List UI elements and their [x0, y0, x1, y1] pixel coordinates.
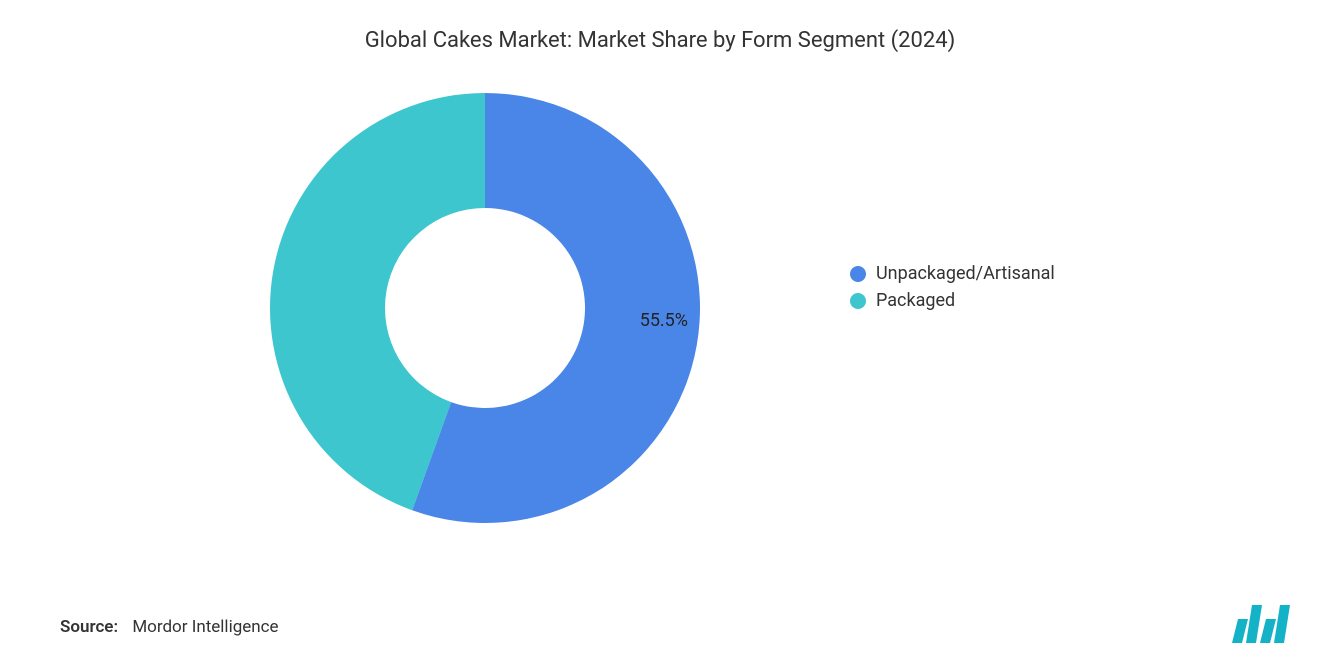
source-footer: Source: Mordor Intelligence — [60, 617, 279, 637]
logo-bar — [1260, 619, 1276, 643]
donut-chart: 55.5% — [270, 93, 700, 523]
legend-item: Unpackaged/Artisanal — [850, 263, 1055, 284]
brand-logo — [1232, 601, 1290, 643]
legend-swatch — [850, 266, 866, 282]
legend: Unpackaged/Artisanal Packaged — [850, 263, 1055, 317]
slice-label: 55.5% — [640, 310, 688, 331]
legend-item: Packaged — [850, 290, 1055, 311]
chart-area: 55.5% Unpackaged/Artisanal Packaged — [60, 63, 1260, 563]
logo-bar — [1274, 605, 1290, 643]
logo-bar — [1246, 605, 1262, 643]
source-value: Mordor Intelligence — [132, 617, 278, 637]
logo-bar — [1232, 619, 1248, 643]
legend-label: Packaged — [876, 290, 955, 311]
legend-label: Unpackaged/Artisanal — [876, 263, 1055, 284]
chart-title: Global Cakes Market: Market Share by For… — [60, 28, 1260, 53]
source-label: Source: — [60, 617, 118, 637]
legend-swatch — [850, 293, 866, 309]
